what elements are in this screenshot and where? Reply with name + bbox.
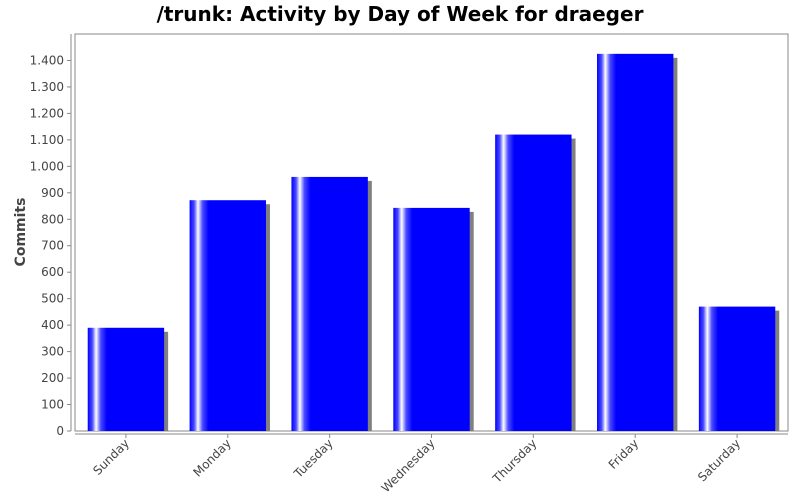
x-tick-label: Monday xyxy=(191,436,234,479)
bar-thursday xyxy=(495,134,572,431)
y-tick-label: 1.400 xyxy=(30,53,64,67)
y-tick-label: 0 xyxy=(56,424,64,438)
y-tick-label: 900 xyxy=(41,186,64,200)
y-tick-label: 1.300 xyxy=(30,80,64,94)
y-tick-label: 200 xyxy=(41,371,64,385)
y-tick-label: 1.200 xyxy=(30,106,64,120)
bar-friday xyxy=(597,53,674,431)
bar-saturday xyxy=(698,306,776,431)
x-tick-label: Wednesday xyxy=(379,436,438,495)
y-tick-label: 300 xyxy=(41,345,64,359)
x-tick-label: Tuesday xyxy=(291,436,336,481)
y-tick-label: 700 xyxy=(41,239,64,253)
chart-title: /trunk: Activity by Day of Week for drae… xyxy=(156,2,644,26)
x-tick-label: Saturday xyxy=(695,436,743,484)
x-tick-label: Sunday xyxy=(90,436,132,478)
y-tick-label: 800 xyxy=(41,212,64,226)
y-tick-label: 100 xyxy=(41,398,64,412)
bar-sunday xyxy=(87,327,165,431)
y-axis-label: Commits xyxy=(13,198,29,267)
bar-monday xyxy=(189,200,266,431)
bar-tuesday xyxy=(291,176,368,431)
y-tick-label: 500 xyxy=(41,292,64,306)
y-tick-label: 1.000 xyxy=(30,159,64,173)
x-tick-label: Friday xyxy=(606,436,642,472)
x-tick-label: Thursday xyxy=(489,436,539,486)
bar-wednesday xyxy=(393,207,470,431)
y-tick-label: 400 xyxy=(41,318,64,332)
y-tick-label: 1.100 xyxy=(30,133,64,147)
y-tick-label: 600 xyxy=(41,265,64,279)
